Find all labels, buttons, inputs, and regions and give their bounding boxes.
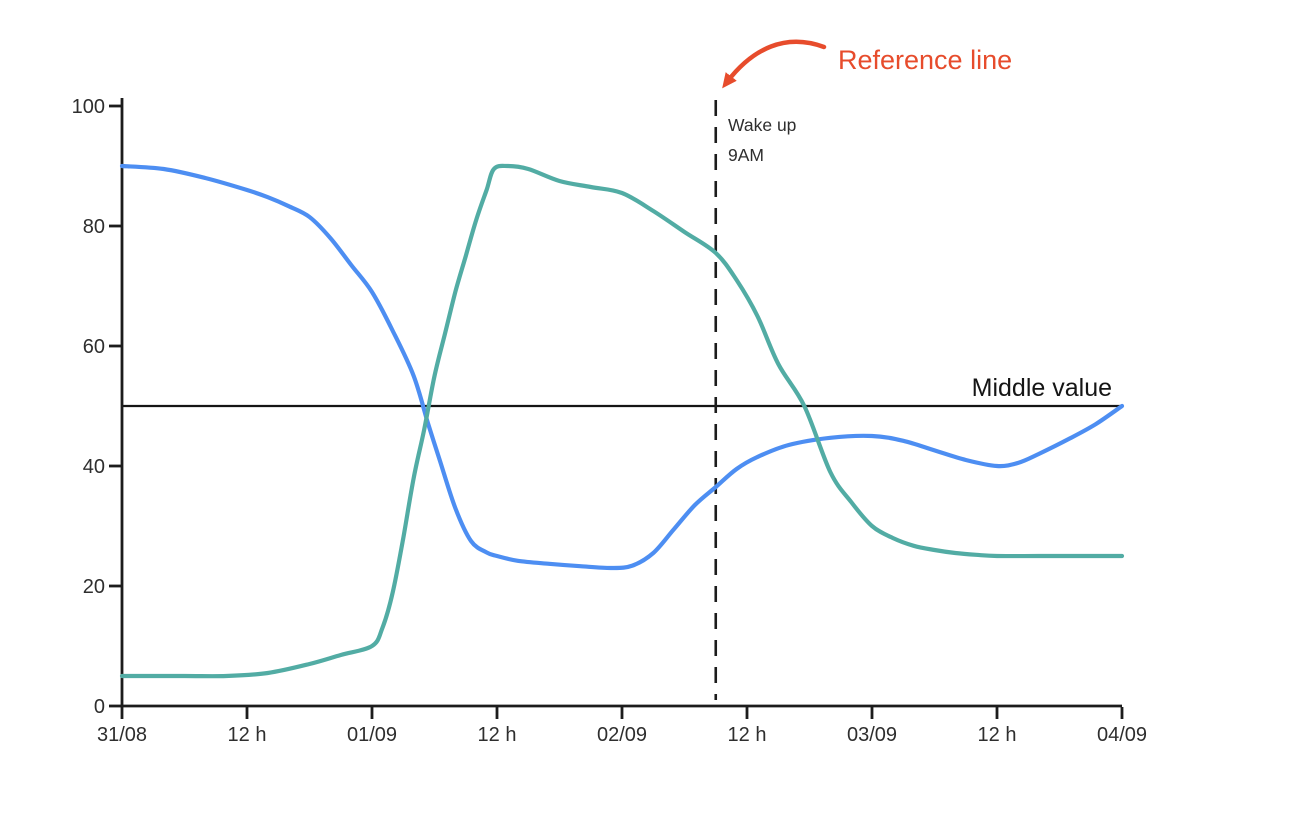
x-axis: 31/08 12 h 01/09 12 h 02/09 12 h 03/09 12 h 04/0…: [97, 704, 1147, 746]
annotation-label: Reference line: [838, 45, 1012, 75]
x-tick-label: 12 h: [478, 724, 517, 746]
y-tick-label: 80: [83, 216, 105, 238]
x-tick-label: 12 h: [228, 724, 267, 746]
blue-series-line: [119, 163, 1125, 571]
x-tick-label: 04/09: [1097, 724, 1147, 746]
x-tick-label: 12 h: [978, 724, 1017, 746]
wake-up-label: Wake up: [728, 115, 796, 135]
curved-arrow-icon: [722, 39, 827, 89]
y-tick-label: 40: [83, 456, 105, 478]
wake-up-time-label: 9AM: [728, 145, 764, 165]
y-tick-label: 20: [83, 576, 105, 598]
teal-series-line: [119, 163, 1125, 679]
middle-value-label: Middle value: [972, 374, 1112, 402]
x-tick-label: 12 h: [728, 724, 767, 746]
x-tick-label: 01/09: [347, 724, 397, 746]
y-tick-label: 60: [83, 336, 105, 358]
x-tick-label: 31/08: [97, 724, 147, 746]
x-tick-label: 02/09: [597, 724, 647, 746]
y-axis: 0 20 40 60 80 100: [72, 96, 124, 718]
x-tick-label: 03/09: [847, 724, 897, 746]
y-axis-ticks: 0 20 40 60 80 100: [72, 96, 121, 718]
series-lines: [119, 163, 1125, 679]
x-axis-ticks: 31/08 12 h 01/09 12 h 02/09 12 h 03/09 12 h 04/0…: [97, 707, 1147, 746]
y-tick-label: 0: [94, 696, 105, 718]
y-tick-label: 100: [72, 96, 105, 118]
